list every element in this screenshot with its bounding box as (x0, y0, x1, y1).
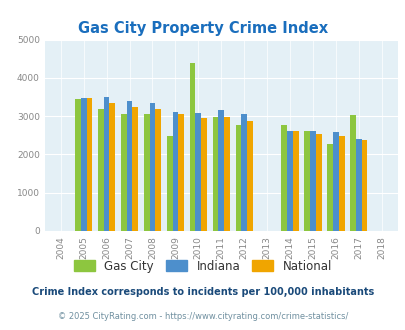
Bar (309, 131, 315, 231)
Legend: Gas City, Indiana, National: Gas City, Indiana, National (69, 255, 336, 278)
Bar (121, 114, 126, 231)
Bar (355, 139, 361, 231)
Bar (81, 98, 86, 231)
Bar (247, 121, 252, 231)
Bar (149, 103, 155, 231)
Bar (103, 97, 109, 231)
Bar (224, 117, 229, 231)
Bar (212, 117, 218, 231)
Bar (178, 114, 183, 231)
Bar (350, 115, 355, 231)
Bar (361, 140, 367, 231)
Bar (304, 131, 309, 231)
Bar (201, 118, 207, 231)
Bar (166, 136, 172, 231)
Bar (109, 103, 115, 231)
Bar (98, 109, 103, 231)
Text: Crime Index corresponds to incidents per 100,000 inhabitants: Crime Index corresponds to incidents per… (32, 287, 373, 297)
Bar (292, 131, 298, 231)
Bar (235, 125, 241, 231)
Text: Gas City Property Crime Index: Gas City Property Crime Index (78, 21, 327, 36)
Bar (143, 114, 149, 231)
Bar (315, 134, 321, 231)
Bar (326, 144, 332, 231)
Bar (332, 132, 338, 231)
Bar (195, 113, 201, 231)
Bar (132, 107, 138, 231)
Bar (241, 114, 247, 231)
Bar (126, 101, 132, 231)
Bar (155, 109, 161, 231)
Bar (86, 98, 92, 231)
Bar (338, 136, 344, 231)
Text: © 2025 CityRating.com - https://www.cityrating.com/crime-statistics/: © 2025 CityRating.com - https://www.city… (58, 312, 347, 321)
Bar (172, 112, 178, 231)
Bar (189, 63, 195, 231)
Bar (218, 111, 224, 231)
Bar (286, 131, 292, 231)
Bar (281, 125, 286, 231)
Bar (75, 99, 81, 231)
